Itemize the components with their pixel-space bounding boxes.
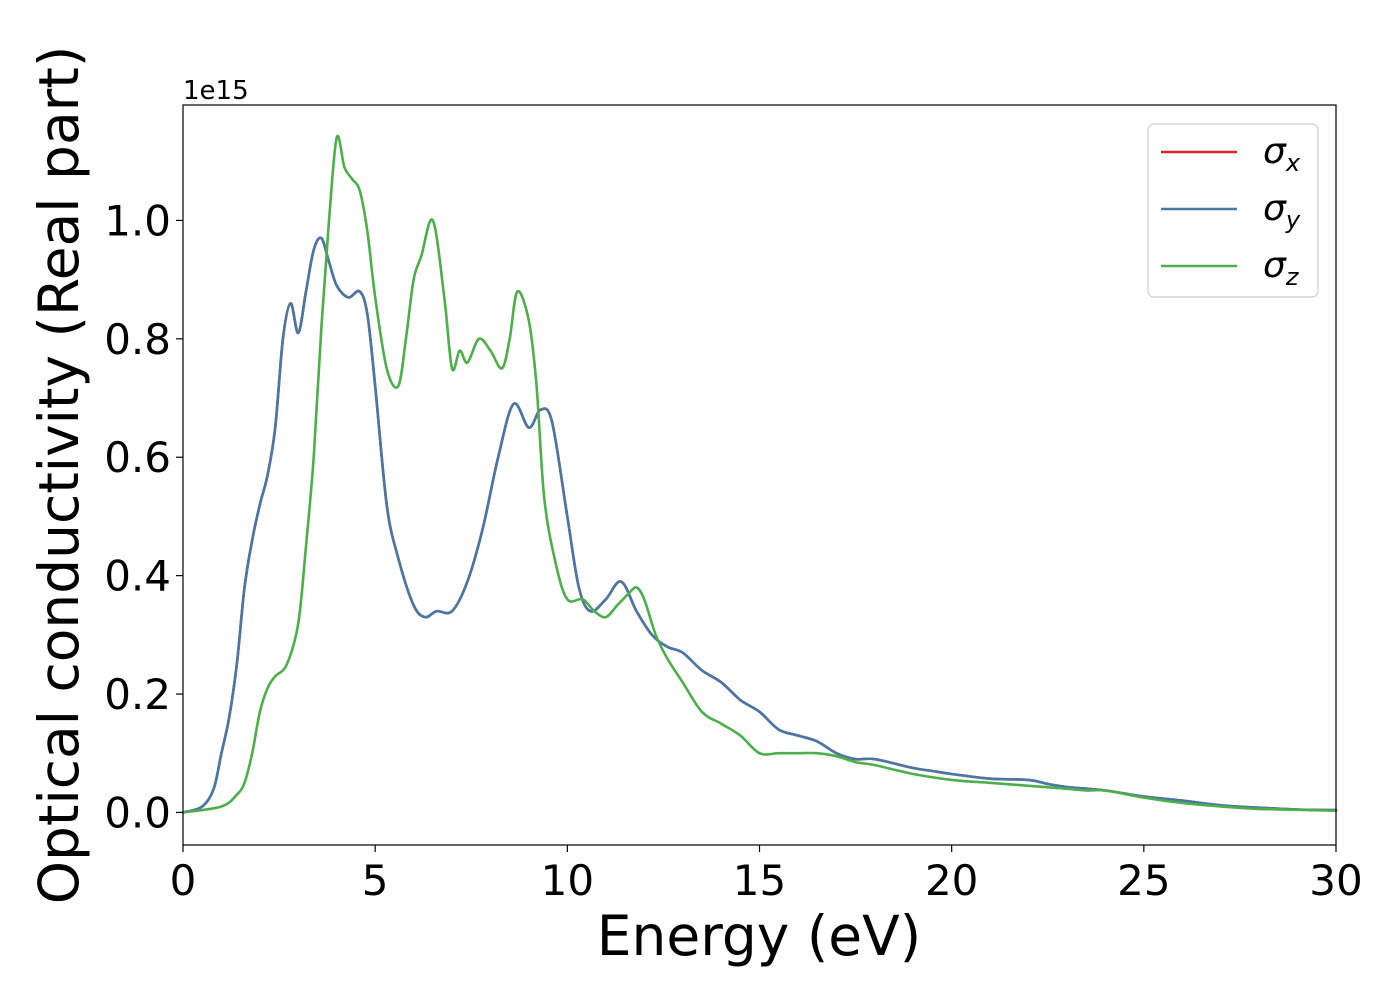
x-tick-label: 0 xyxy=(170,856,197,905)
x-axis-label: Energy (eV) xyxy=(597,904,921,968)
y-tick-label: 0.2 xyxy=(104,670,171,719)
y-tick-label: 0.0 xyxy=(104,788,171,837)
y-tick-label: 0.4 xyxy=(104,552,171,601)
x-tick-label: 25 xyxy=(1117,856,1170,905)
legend-box xyxy=(1147,123,1319,298)
y-offset-label: 1e15 xyxy=(183,76,249,106)
series-line-z xyxy=(181,134,1338,814)
x-tick-label: 10 xyxy=(541,856,594,905)
x-tick-label: 20 xyxy=(925,856,978,905)
y-tick-label: 0.8 xyxy=(104,315,171,364)
y-axis-label: Optical conductivity (Real part) xyxy=(27,46,91,905)
x-tick-label: 5 xyxy=(362,856,389,905)
x-axis-ticks: 0 5 10 15 20 25 30 xyxy=(170,845,1363,905)
y-tick-label: 0.6 xyxy=(104,433,171,482)
series-layer xyxy=(181,134,1338,814)
y-axis-ticks: 0.0 0.2 0.4 0.6 0.8 1.0 xyxy=(104,196,183,837)
x-tick-label: 15 xyxy=(733,856,786,905)
x-tick-label: 30 xyxy=(1309,856,1362,905)
y-tick-label: 1.0 xyxy=(104,196,171,245)
